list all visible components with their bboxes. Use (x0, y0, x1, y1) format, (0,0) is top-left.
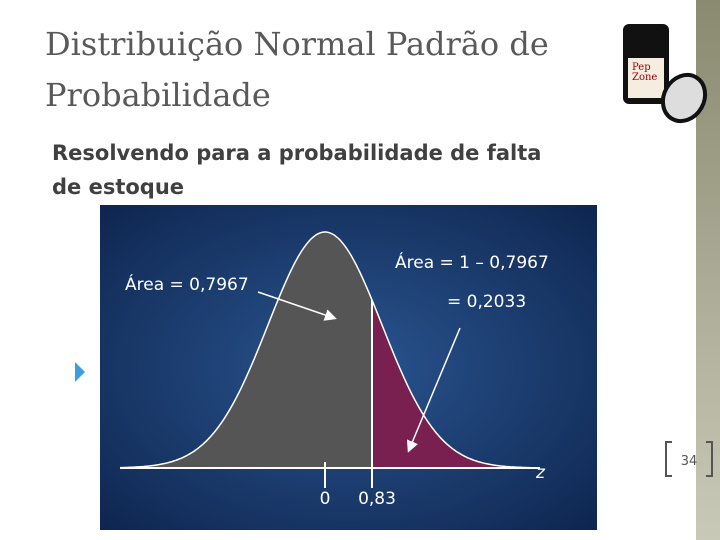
axis-label: 0 (320, 489, 331, 509)
normal-curve (120, 231, 530, 469)
page-number: 34 (681, 454, 698, 469)
bullet (75, 362, 85, 382)
arrow (406, 327, 461, 453)
logo-text: Zone (632, 72, 657, 83)
logo: Pep Zone (623, 24, 708, 124)
subtitle-line: Resolvendo para a probabilidade de falta (52, 141, 541, 165)
subtitle-line: de estoque (52, 175, 184, 199)
arrow (257, 291, 337, 321)
title-line: Distribuição Normal Padrão de (45, 25, 549, 63)
area-label: = 0,2033 (447, 292, 526, 312)
page-bracket (665, 441, 713, 477)
area-label: Área = 0,7967 (125, 273, 249, 295)
axis-label: 0,83 (358, 489, 396, 509)
right-area (372, 300, 530, 468)
left-area (120, 232, 372, 468)
title-line: Probabilidade (45, 76, 271, 114)
area-label: Área = 1 – 0,7967 (395, 251, 549, 273)
axis-name: z (535, 463, 546, 483)
logo-text: Pep (632, 62, 651, 73)
